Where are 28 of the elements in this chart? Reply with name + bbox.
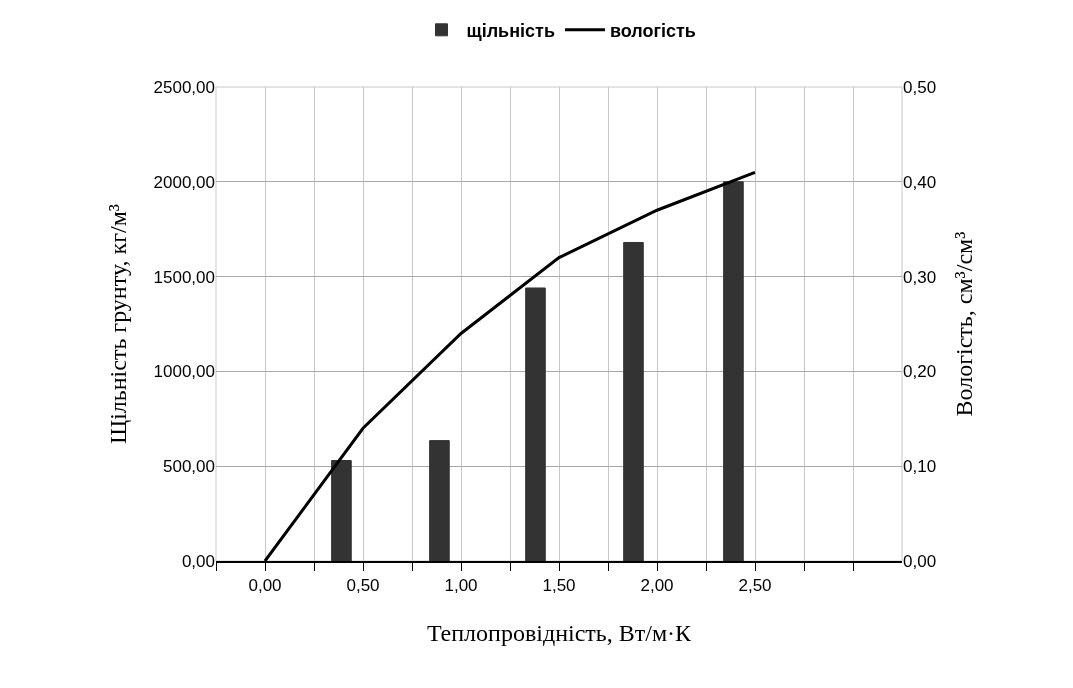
x-tick-label: 2,00 [640, 576, 674, 596]
x-axis-title: Теплопровідність, Вт/м·К [426, 620, 693, 647]
y2-tick-label: 0,40 [903, 172, 937, 192]
y-tick-label: 2500,00 [153, 77, 215, 97]
y2-tick-label: 0,30 [903, 267, 937, 287]
y-tick-label: 1500,00 [153, 267, 215, 287]
x-tick-label: 2,50 [738, 576, 772, 596]
y2-tick-label: 0,50 [903, 77, 937, 97]
x-tick-label: 0,50 [346, 576, 380, 596]
y-tick-label: 500,00 [163, 457, 215, 477]
bar [723, 181, 744, 561]
bar [331, 460, 352, 561]
y-tick-label: 0,00 [181, 551, 215, 571]
bar [525, 287, 546, 561]
legend-label: щільність [466, 20, 555, 41]
x-tick-label: 1,00 [444, 576, 478, 596]
legend-label: вологість [609, 20, 696, 41]
x-tick-label: 1,50 [542, 576, 576, 596]
y2-tick-label: 0,20 [903, 362, 937, 382]
x-tick-label: 0,00 [248, 576, 282, 596]
bar [623, 241, 644, 561]
bar [429, 440, 450, 561]
y2-tick-label: 0,00 [903, 551, 937, 571]
y-tick-label: 1000,00 [153, 362, 215, 382]
y-tick-label: 2000,00 [153, 172, 215, 192]
y2-tick-label: 0,10 [903, 457, 937, 477]
y-axis-title: Щільність грунту, кг/м³ [104, 203, 131, 445]
y2-axis-title: Вологість, см³/см³ [951, 231, 978, 417]
